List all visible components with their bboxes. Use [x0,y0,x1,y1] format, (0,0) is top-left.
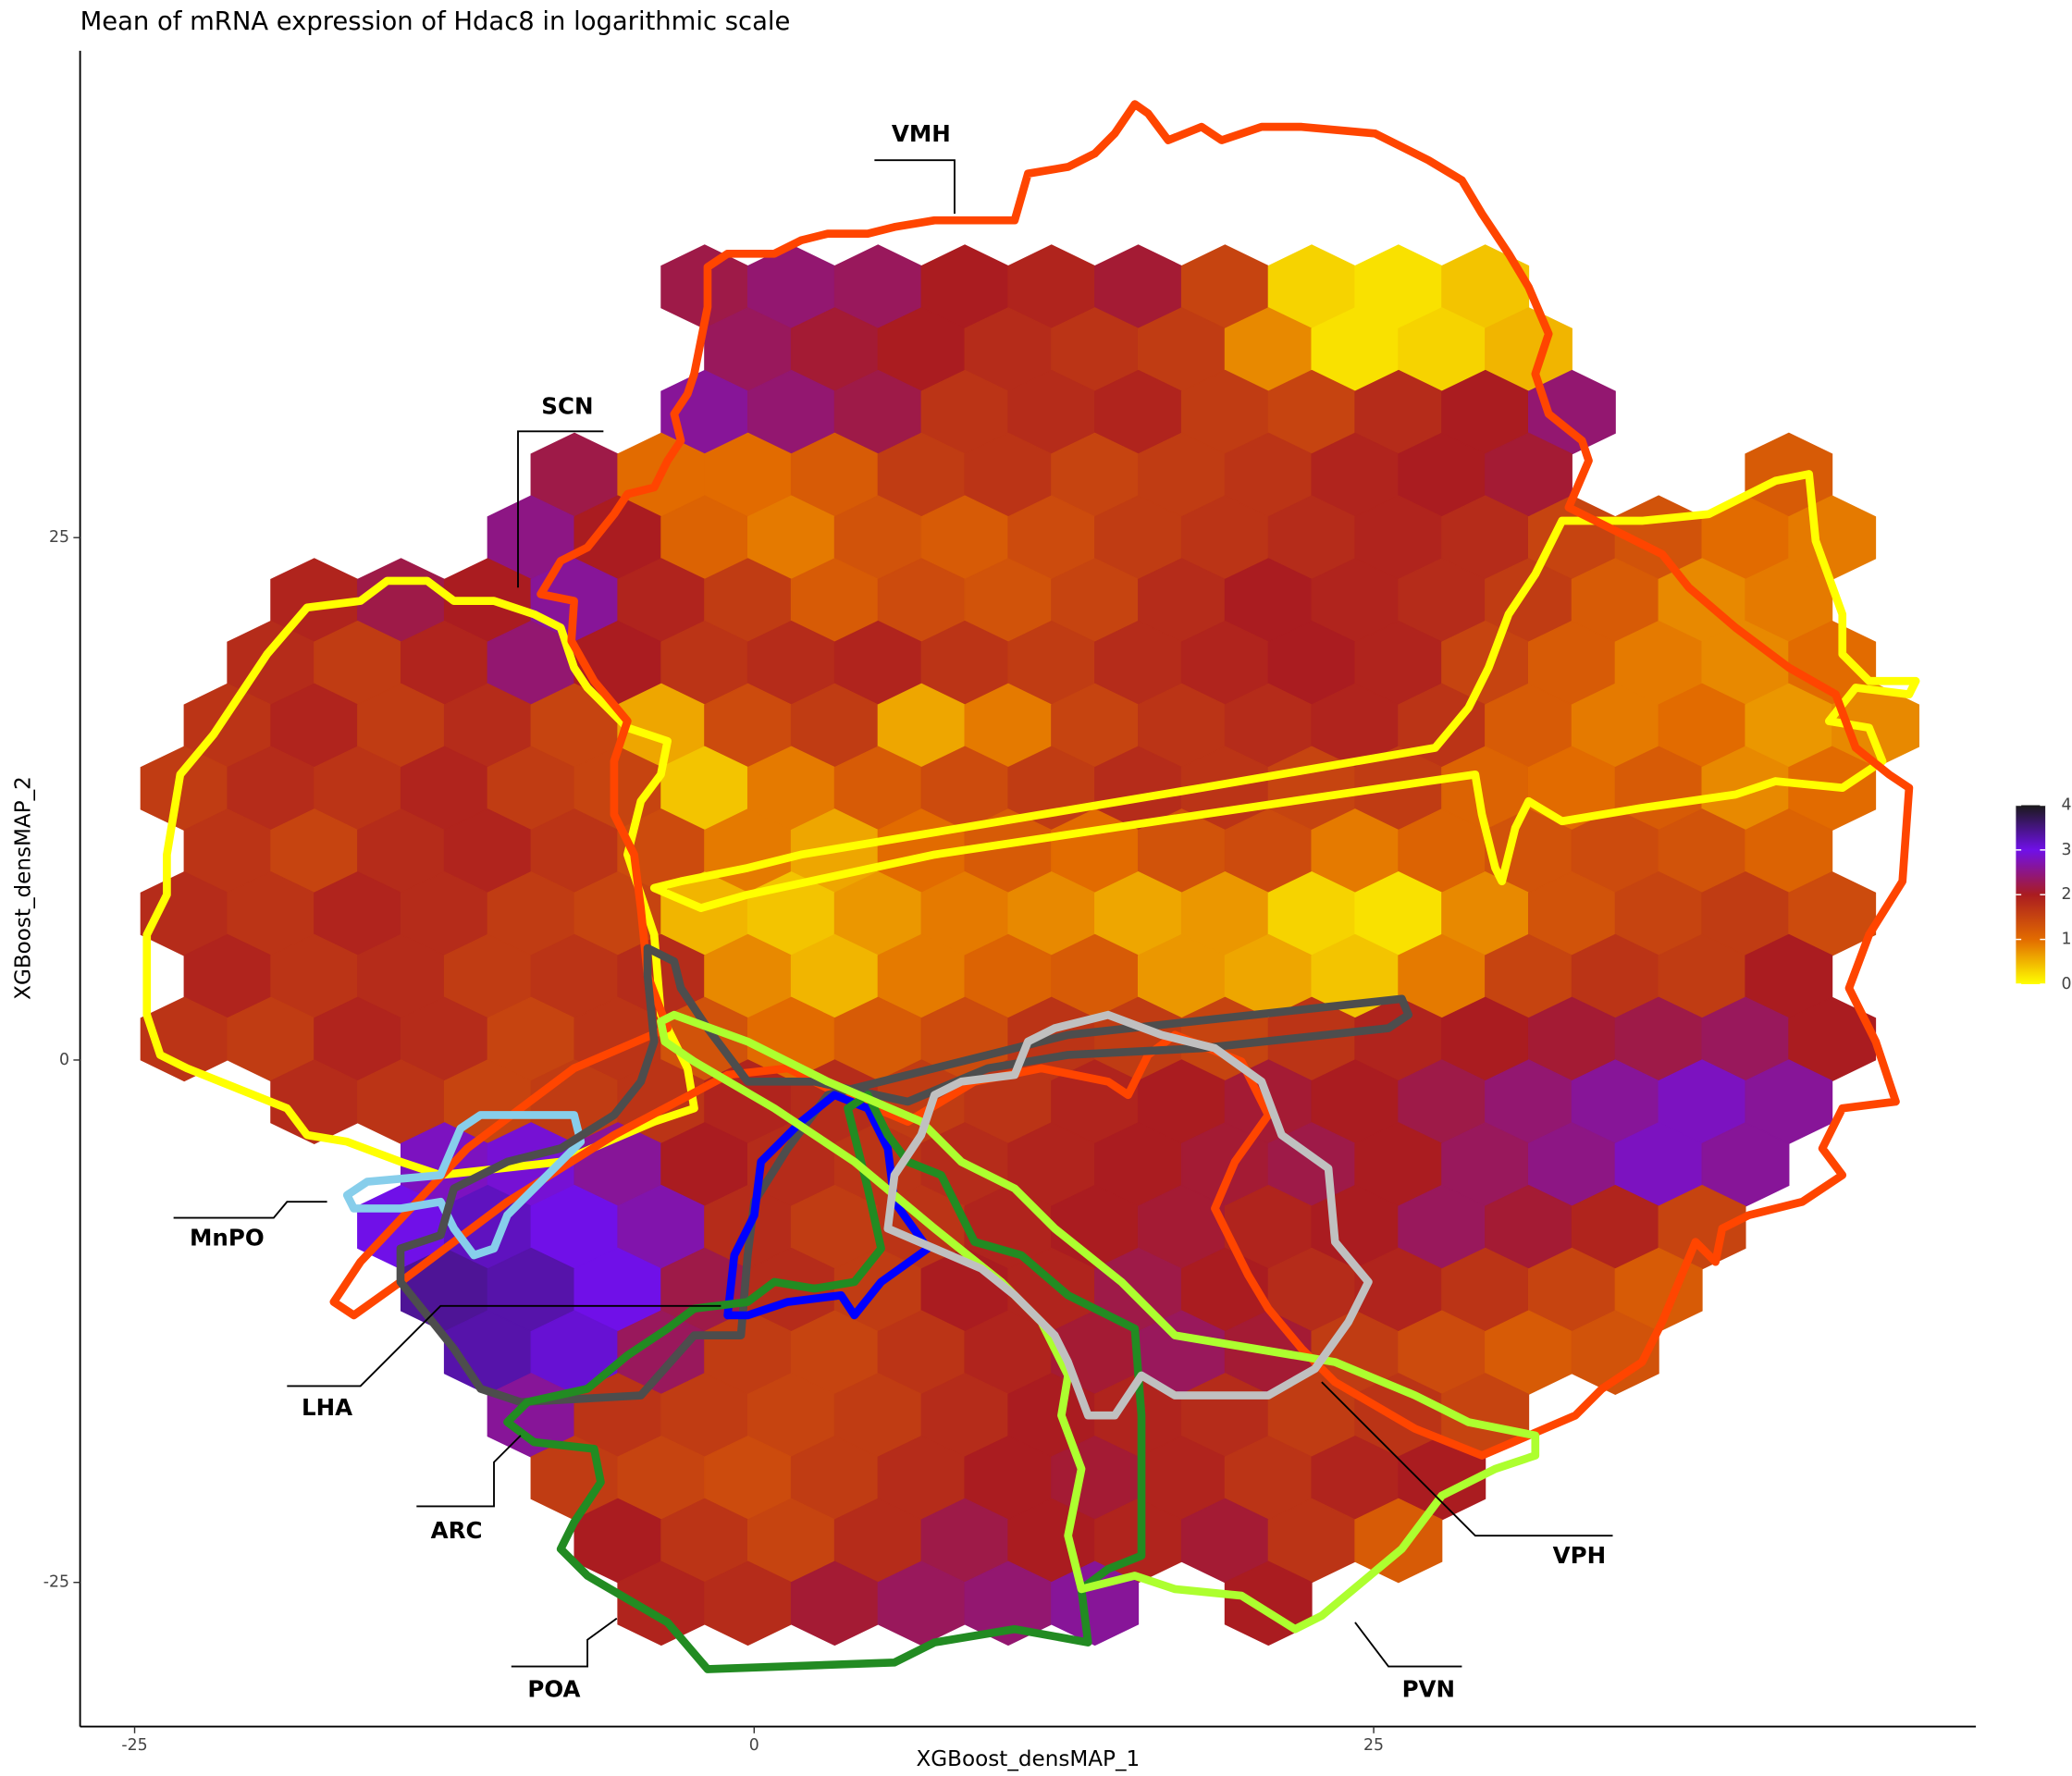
region-label: VPH [1553,1542,1606,1569]
leader-line [173,1201,327,1219]
region-labels: VMH SCN MnPO LHA ARC POA PVN VPH [173,120,1613,1703]
contour-poa [503,1091,1146,1673]
y-axis-label: XGBoost_densMAP_2 [11,776,35,1000]
contour-vph [883,1010,1373,1420]
leader-line [517,430,604,588]
region-label: PVN [1402,1676,1455,1703]
y-tick-label: 25 [49,528,69,547]
x-tick-label: -25 [121,1736,147,1755]
leader-line [1321,1381,1613,1537]
region-label: POA [527,1676,580,1703]
colorbar-tick-label: 2 [2061,885,2071,904]
region-contours [142,100,1920,1673]
colorbar-tick-label: 1 [2061,931,2071,949]
contour-orange [329,100,1914,1460]
colorbar-tick-label: 3 [2061,841,2071,859]
leader-line [874,159,956,214]
region-label: ARC [431,1517,483,1544]
y-tick-label: 0 [59,1051,69,1069]
colorbar-tick-label: 4 [2061,796,2071,814]
x-axis-label: XGBoost_densMAP_1 [916,1747,1140,1771]
chart-title: Mean of mRNA expression of Hdac8 in loga… [80,7,791,36]
colorbar-tick-label: 0 [2061,975,2071,993]
contour-mnpo [342,1111,586,1260]
y-tick-label: -25 [43,1573,69,1592]
leader-line [416,1435,522,1508]
region-label: MnPO [190,1225,265,1252]
leader-line [1354,1622,1462,1668]
hex-layer [140,244,1920,1646]
x-tick-label: 0 [749,1736,759,1755]
contour-lha [396,944,1413,1407]
region-label: VMH [892,120,951,147]
leader-line [287,1304,722,1388]
leader-line [511,1617,618,1668]
region-label: LHA [302,1394,352,1421]
contour-yellow-band [649,470,1920,912]
x-tick-label: 25 [1363,1736,1384,1755]
region-label: SCN [541,392,593,419]
